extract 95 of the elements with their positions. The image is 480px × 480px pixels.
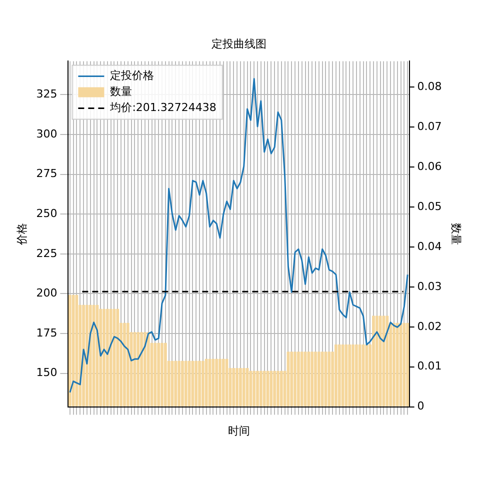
- bar: [136, 332, 140, 406]
- legend-label: 定投价格: [110, 69, 154, 82]
- bar: [222, 358, 225, 406]
- bar: [262, 370, 266, 406]
- bar: [365, 344, 368, 406]
- bar: [249, 370, 252, 406]
- bar: [273, 370, 276, 406]
- bar: [232, 368, 236, 406]
- bar: [290, 352, 294, 406]
- bar: [280, 370, 283, 406]
- bar: [300, 352, 304, 406]
- y2-tick-label: 0.08: [417, 80, 442, 94]
- bar: [201, 360, 204, 406]
- bar: [184, 360, 188, 406]
- bar: [215, 358, 218, 406]
- bar: [406, 322, 410, 406]
- bar: [334, 344, 338, 406]
- bar: [310, 352, 314, 406]
- bar: [307, 352, 310, 406]
- y-tick-label: 300: [36, 127, 58, 140]
- bar: [320, 352, 324, 406]
- y-axis-title: 价格: [15, 223, 28, 246]
- bar: [338, 344, 341, 406]
- y2-tick-label: 0: [417, 400, 424, 413]
- bar: [178, 360, 181, 406]
- y-tick-label: 200: [36, 286, 58, 300]
- bar: [239, 368, 242, 406]
- bar: [68, 294, 72, 406]
- y2-tick-label: 0.05: [417, 200, 442, 213]
- bar: [354, 344, 358, 406]
- bar: [358, 344, 362, 406]
- bar: [317, 352, 320, 406]
- bar: [392, 322, 396, 406]
- bar: [164, 342, 167, 406]
- bar: [372, 316, 375, 406]
- bar: [198, 360, 201, 406]
- y2-tick-label: 0.04: [417, 240, 442, 253]
- y2-tick-label: 0.06: [417, 160, 442, 173]
- bar: [72, 294, 75, 406]
- bar: [116, 308, 120, 406]
- bar: [348, 344, 352, 406]
- bar: [109, 308, 112, 406]
- bar: [154, 342, 157, 406]
- bar: [143, 332, 146, 406]
- bar: [106, 308, 109, 406]
- bar: [252, 370, 256, 406]
- bar: [259, 370, 262, 406]
- bar: [212, 358, 215, 406]
- y2-tick-label: 0.03: [417, 280, 442, 293]
- bar: [276, 370, 280, 406]
- bar: [102, 308, 106, 406]
- y-tick-label: 150: [36, 366, 58, 380]
- bar: [270, 370, 273, 406]
- bar: [218, 358, 222, 406]
- bar: [99, 308, 102, 406]
- bar: [296, 352, 300, 406]
- y2-tick-label: 0.01: [417, 360, 442, 373]
- y2-tick-label: 0.07: [417, 120, 442, 133]
- chart-title: 定投曲线图: [212, 37, 266, 50]
- bar: [140, 332, 143, 406]
- bar: [174, 360, 178, 406]
- y2-tick-label: 0.02: [417, 320, 442, 333]
- bar: [328, 352, 331, 406]
- bar: [126, 322, 130, 406]
- y-tick-label: 225: [36, 246, 58, 260]
- bar: [157, 342, 160, 406]
- bar: [160, 342, 164, 406]
- bar: [204, 358, 208, 406]
- y-tick-label: 325: [36, 88, 58, 101]
- bar: [396, 322, 399, 406]
- bar: [96, 304, 99, 406]
- bar: [88, 304, 92, 406]
- bar: [242, 368, 246, 406]
- bar: [352, 344, 354, 406]
- y-tick-label: 275: [36, 167, 58, 180]
- bar: [294, 352, 296, 406]
- bar: [146, 332, 150, 406]
- legend-label: 均价:201.32724438: [109, 101, 216, 114]
- bar: [86, 304, 88, 406]
- bar: [402, 322, 406, 406]
- bar: [375, 316, 378, 406]
- bar: [386, 316, 389, 406]
- bar: [194, 360, 198, 406]
- bar: [225, 358, 228, 406]
- bar: [181, 360, 184, 406]
- y-tick-label: 250: [36, 206, 58, 220]
- bar: [256, 370, 259, 406]
- bar: [123, 322, 126, 406]
- bar: [236, 368, 238, 406]
- bar: [314, 352, 317, 406]
- legend-label: 数量: [110, 85, 132, 98]
- bar: [378, 316, 382, 406]
- y-tick-label: 175: [36, 326, 58, 340]
- y2-axis-title: 数量: [450, 223, 463, 245]
- x-axis-title: 时间: [228, 424, 250, 438]
